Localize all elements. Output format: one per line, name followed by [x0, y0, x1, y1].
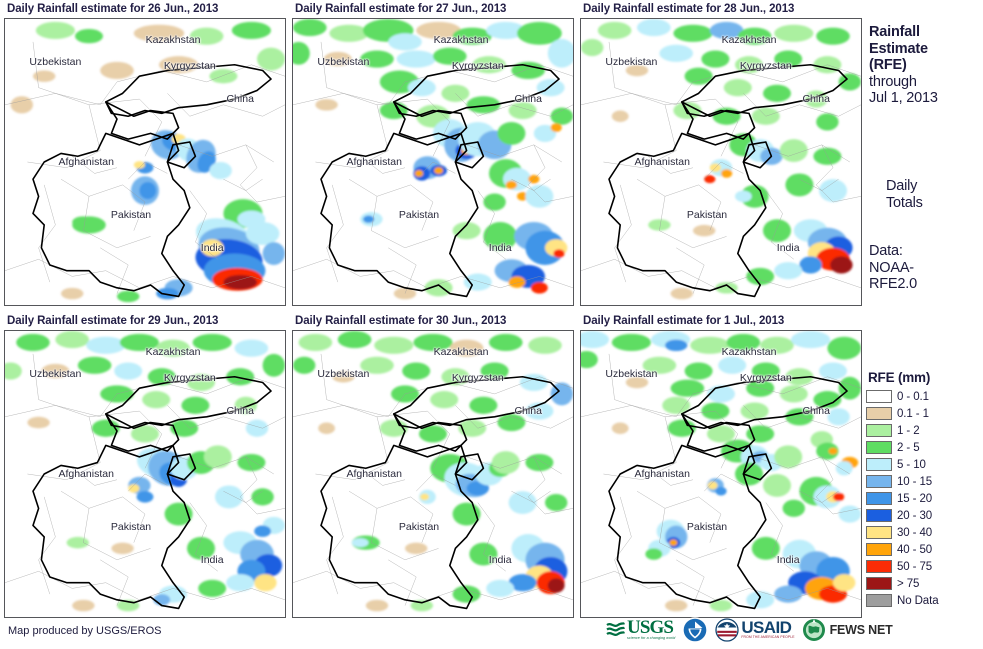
map-credit: Map produced by USGS/EROS: [8, 625, 162, 637]
legend-item[interactable]: 0 - 0.1: [866, 388, 983, 405]
fews-net-logo[interactable]: FEWS NET: [802, 616, 893, 644]
panel-title: Daily Rainfall estimate for 29 Jun., 201…: [7, 315, 219, 327]
map-panel-6: Daily Rainfall estimate for 1 Jul., 2013…: [580, 312, 864, 622]
legend-swatch: [866, 424, 892, 437]
map-panel-3: Daily Rainfall estimate for 28 Jun., 201…: [580, 0, 864, 310]
legend-swatch: [866, 577, 892, 590]
map-frame[interactable]: Kazakhstan Uzbekistan Kyrgyzstan China Afgha…: [292, 330, 574, 618]
legend-swatch: [866, 594, 892, 607]
legend-item[interactable]: 5 - 10: [866, 456, 983, 473]
legend-swatch: [866, 509, 892, 522]
rainfall-raster: Kazakhstan Uzbekistan Kyrgyzstan China Afgha…: [581, 331, 861, 617]
rail-title-line1: Rainfall: [869, 24, 920, 40]
legend-item[interactable]: 1 - 2: [866, 422, 983, 439]
legend-swatch: [866, 492, 892, 505]
legend-label: 10 - 15: [897, 475, 933, 488]
legend-label: 0.1 - 1: [897, 407, 929, 420]
rainfall-raster: Kazakhstan Uzbekistan Kyrgyzstan China Afgha…: [293, 331, 573, 617]
legend-label: 0 - 0.1: [897, 390, 929, 403]
fews-net-logo-text: FEWS NET: [829, 623, 893, 637]
rainfall-raster: Kazakhstan Uzbekistan Kyrgyzstan China Afgha…: [581, 19, 861, 305]
noaa-seal-icon: [682, 617, 709, 643]
partner-logos: USGS science for a changing world: [606, 615, 893, 645]
rainfall-raster: Kazakhstan Uzbekistan Kyrgyzstan China Afgha…: [293, 19, 573, 305]
rail-data-line1: Data:: [869, 243, 903, 259]
legend-header: RFE (mm): [868, 370, 931, 385]
rail-totals-line2: Totals: [886, 194, 923, 211]
map-frame[interactable]: Kazakhstan Uzbekistan Kyrgyzstan China Afgha…: [580, 18, 862, 306]
legend-label: 2 - 5: [897, 441, 920, 454]
legend-swatch: [866, 475, 892, 488]
rail-data-line2: NOAA-: [869, 259, 914, 276]
legend-label: No Data: [897, 594, 939, 607]
rail-title-line2: Estimate: [869, 40, 928, 57]
panel-title: Daily Rainfall estimate for 27 Jun., 201…: [295, 3, 507, 15]
map-frame[interactable]: Kazakhstan Uzbekistan Kyrgyzstan China Afgha…: [4, 330, 286, 618]
legend-item[interactable]: 15 - 20: [866, 490, 983, 507]
usaid-logo[interactable]: USAID FROM THE AMERICAN PEOPLE: [715, 616, 794, 644]
rail-through-line2: Jul 1, 2013: [869, 90, 938, 106]
usaid-logo-text: USAID: [741, 618, 792, 637]
map-frame[interactable]: Kazakhstan Uzbekistan Kyrgyzstan China Afgha…: [4, 18, 286, 306]
legend-swatch: [866, 390, 892, 403]
noaa-logo[interactable]: [682, 616, 709, 644]
legend-swatch: [866, 543, 892, 556]
map-panel-1: Daily Rainfall estimate for 26 Jun., 201…: [4, 0, 288, 310]
legend-item[interactable]: 0.1 - 1: [866, 405, 983, 422]
map-panel-5: Daily Rainfall estimate for 30 Jun., 201…: [292, 312, 576, 622]
rainfall-raster: Kazakhstan Uzbekistan Kyrgyzstan China Afgha…: [5, 19, 285, 305]
legend-item[interactable]: No Data: [866, 592, 983, 609]
map-frame[interactable]: Kazakhstan Uzbekistan Kyrgyzstan China Afgha…: [580, 330, 862, 618]
usaid-logo-tagline: FROM THE AMERICAN PEOPLE: [741, 635, 795, 639]
legend-item[interactable]: > 75: [866, 575, 983, 592]
legend-item[interactable]: 40 - 50: [866, 541, 983, 558]
legend-rows: 0 - 0.1 0.1 - 1 1 - 2 2 - 5 5 - 10 10 - 15 15 …: [866, 388, 983, 609]
rfe-legend: RFE (mm) 0 - 0.1 0.1 - 1 1 - 2 2 - 5 5 - 10 1…: [866, 370, 983, 609]
usgs-logo-tagline: science for a changing world: [627, 636, 676, 640]
panel-title: Daily Rainfall estimate for 28 Jun., 201…: [583, 3, 795, 15]
usgs-logo[interactable]: USGS science for a changing world: [606, 616, 675, 644]
map-panel-2: Daily Rainfall estimate for 27 Jun., 201…: [292, 0, 576, 310]
legend-rail: Rainfall Estimate (RFE) through Jul 1, 2…: [866, 0, 983, 649]
legend-label: 5 - 10: [897, 458, 926, 471]
legend-swatch: [866, 441, 892, 454]
map-panel-4: Daily Rainfall estimate for 29 Jun., 201…: [4, 312, 288, 622]
rail-data-line3: RFE2.0: [869, 276, 917, 292]
legend-item[interactable]: 20 - 30: [866, 507, 983, 524]
legend-swatch: [866, 526, 892, 539]
legend-item[interactable]: 2 - 5: [866, 439, 983, 456]
legend-label: 30 - 40: [897, 526, 933, 539]
rail-title-line3: (RFE): [869, 57, 907, 73]
fews-globe-icon: [802, 619, 825, 641]
legend-swatch: [866, 560, 892, 573]
usgs-wave-icon: [606, 622, 626, 636]
usgs-logo-text: USGS: [627, 617, 674, 638]
panel-title: Daily Rainfall estimate for 30 Jun., 201…: [295, 315, 507, 327]
panel-title: Daily Rainfall estimate for 26 Jun., 201…: [7, 3, 219, 15]
usaid-seal-icon: [715, 618, 740, 642]
panel-title: Daily Rainfall estimate for 1 Jul., 2013: [583, 315, 785, 327]
rail-totals-line1: Daily: [886, 178, 918, 194]
legend-swatch: [866, 458, 892, 471]
map-frame[interactable]: Kazakhstan Uzbekistan Kyrgyzstan China Afgha…: [292, 18, 574, 306]
legend-label: > 75: [897, 577, 920, 590]
legend-label: 1 - 2: [897, 424, 920, 437]
legend-item[interactable]: 10 - 15: [866, 473, 983, 490]
legend-item[interactable]: 50 - 75: [866, 558, 983, 575]
rainfall-raster: Kazakhstan Uzbekistan Kyrgyzstan China Afgha…: [5, 331, 285, 617]
legend-label: 20 - 30: [897, 509, 933, 522]
legend-label: 15 - 20: [897, 492, 933, 505]
legend-swatch: [866, 407, 892, 420]
legend-item[interactable]: 30 - 40: [866, 524, 983, 541]
legend-label: 50 - 75: [897, 560, 933, 573]
legend-label: 40 - 50: [897, 543, 933, 556]
rail-through-line1: through: [869, 73, 917, 90]
